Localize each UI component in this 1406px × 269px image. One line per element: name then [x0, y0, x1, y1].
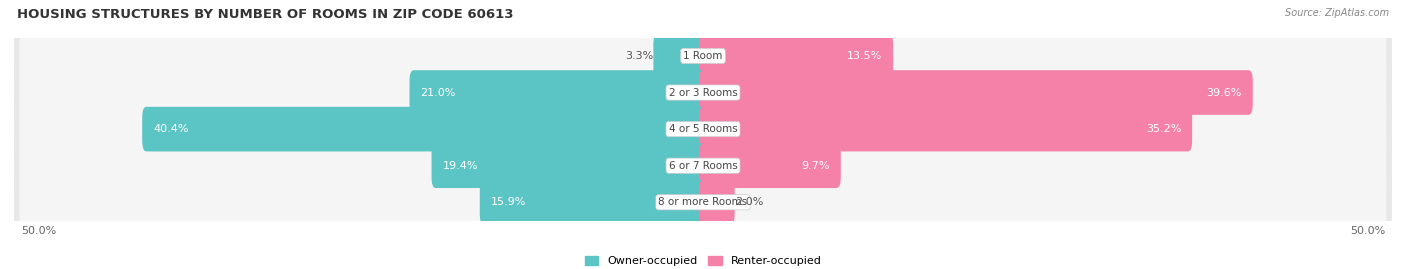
Text: 2.0%: 2.0%	[735, 197, 763, 207]
Legend: Owner-occupied, Renter-occupied: Owner-occupied, Renter-occupied	[585, 256, 821, 266]
Text: 35.2%: 35.2%	[1146, 124, 1181, 134]
FancyBboxPatch shape	[699, 143, 841, 188]
FancyBboxPatch shape	[699, 70, 1253, 115]
Text: 50.0%: 50.0%	[1350, 226, 1385, 236]
Text: 8 or more Rooms: 8 or more Rooms	[658, 197, 748, 207]
Text: 40.4%: 40.4%	[153, 124, 188, 134]
Text: 19.4%: 19.4%	[443, 161, 478, 171]
Text: 50.0%: 50.0%	[21, 226, 56, 236]
Text: 4 or 5 Rooms: 4 or 5 Rooms	[669, 124, 737, 134]
FancyBboxPatch shape	[479, 180, 707, 225]
FancyBboxPatch shape	[14, 59, 1392, 126]
FancyBboxPatch shape	[699, 107, 1192, 151]
FancyBboxPatch shape	[20, 100, 1386, 158]
Text: 39.6%: 39.6%	[1206, 87, 1241, 98]
FancyBboxPatch shape	[14, 22, 1392, 90]
FancyBboxPatch shape	[14, 132, 1392, 199]
FancyBboxPatch shape	[20, 173, 1386, 232]
FancyBboxPatch shape	[14, 95, 1392, 163]
Text: 13.5%: 13.5%	[846, 51, 882, 61]
Text: HOUSING STRUCTURES BY NUMBER OF ROOMS IN ZIP CODE 60613: HOUSING STRUCTURES BY NUMBER OF ROOMS IN…	[17, 8, 513, 21]
Text: 21.0%: 21.0%	[420, 87, 456, 98]
FancyBboxPatch shape	[654, 34, 707, 78]
FancyBboxPatch shape	[20, 27, 1386, 85]
FancyBboxPatch shape	[142, 107, 707, 151]
Text: 15.9%: 15.9%	[491, 197, 526, 207]
FancyBboxPatch shape	[14, 169, 1392, 236]
FancyBboxPatch shape	[20, 63, 1386, 122]
FancyBboxPatch shape	[409, 70, 707, 115]
FancyBboxPatch shape	[432, 143, 707, 188]
Text: 3.3%: 3.3%	[626, 51, 654, 61]
Text: 2 or 3 Rooms: 2 or 3 Rooms	[669, 87, 737, 98]
FancyBboxPatch shape	[699, 180, 735, 225]
FancyBboxPatch shape	[699, 34, 893, 78]
Text: 6 or 7 Rooms: 6 or 7 Rooms	[669, 161, 737, 171]
Text: 1 Room: 1 Room	[683, 51, 723, 61]
Text: 9.7%: 9.7%	[801, 161, 830, 171]
Text: Source: ZipAtlas.com: Source: ZipAtlas.com	[1285, 8, 1389, 18]
FancyBboxPatch shape	[20, 136, 1386, 195]
